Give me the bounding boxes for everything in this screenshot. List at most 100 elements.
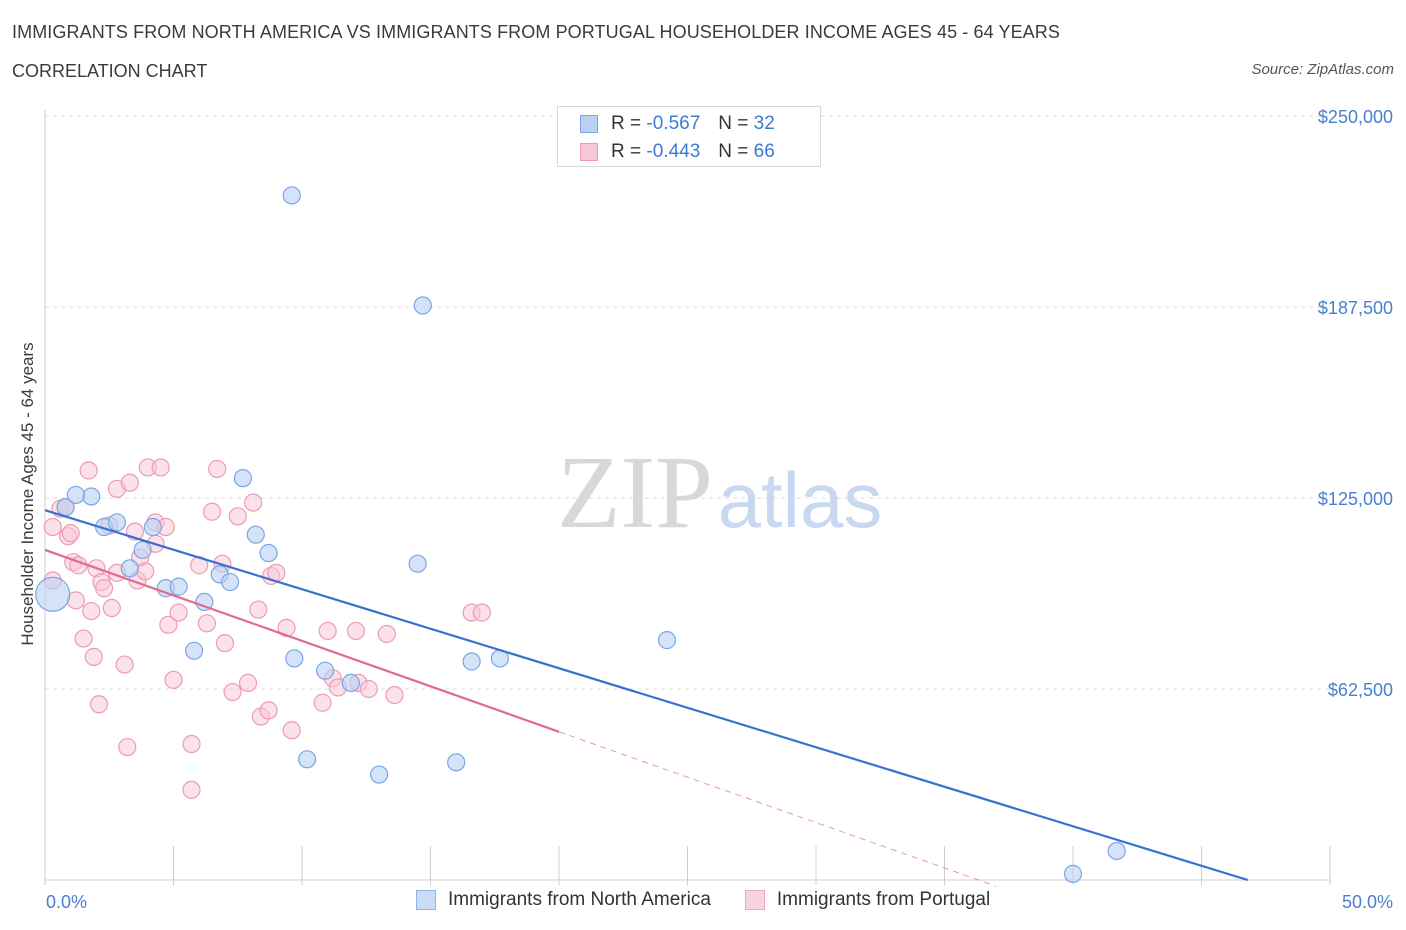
data-point-north-america	[120, 559, 139, 578]
data-point-north-america	[143, 517, 163, 537]
trend-line-portugal	[44, 548, 560, 733]
trend-line-north-america	[44, 509, 1249, 882]
legend-row-north-america: R = -0.567 N = 32	[580, 112, 775, 136]
legend-n-value: 32	[753, 113, 775, 134]
data-point-north-america	[259, 543, 278, 563]
data-point-north-america	[220, 572, 240, 592]
legend-swatch-north-america	[580, 115, 598, 133]
legend-r-label: R =	[611, 113, 642, 134]
series-north-america-points	[35, 186, 1126, 883]
data-point-north-america	[341, 673, 360, 692]
data-point-portugal	[197, 614, 217, 633]
data-point-portugal	[164, 670, 183, 689]
data-point-north-america	[195, 592, 214, 612]
chart-title: IMMIGRANTS FROM NORTH AMERICA VS IMMIGRA…	[12, 22, 1060, 42]
x-tick-label-min: 0.0%	[46, 892, 87, 912]
legend-swatch-portugal	[580, 143, 598, 161]
y-tick-label: $250,000	[1318, 107, 1393, 127]
data-point-portugal	[159, 615, 178, 634]
data-point-portugal	[215, 634, 234, 653]
data-point-north-america	[370, 765, 389, 784]
legend-n-label: N =	[718, 141, 749, 162]
data-point-portugal	[79, 461, 98, 480]
data-point-portugal	[118, 737, 137, 757]
trend-line-portugal-extension	[558, 731, 997, 887]
legend-item-north-america: Immigrants from North America	[416, 889, 711, 911]
data-point-portugal	[95, 579, 114, 598]
chart-subtitle: CORRELATION CHART	[12, 61, 208, 81]
data-point-portugal	[359, 679, 378, 699]
data-point-north-america	[233, 469, 252, 488]
data-point-portugal	[313, 693, 332, 712]
data-point-portugal	[472, 603, 491, 622]
data-point-portugal	[43, 517, 62, 537]
tick-labels: $62,500 $125,000 $187,500 $250,000 0.0% 50.0%	[46, 107, 1393, 912]
data-point-portugal	[377, 624, 396, 644]
y-tick-label: $62,500	[1328, 680, 1393, 700]
data-point-portugal	[102, 598, 121, 618]
data-point-portugal	[82, 601, 101, 621]
legend-r-label: R =	[611, 141, 642, 162]
data-point-portugal	[318, 621, 337, 641]
data-point-north-america	[408, 554, 427, 573]
data-point-portugal	[282, 721, 301, 740]
grid-lines	[45, 115, 1330, 690]
data-point-portugal	[151, 458, 170, 477]
data-point-portugal	[228, 507, 247, 526]
data-point-portugal	[115, 655, 134, 674]
data-point-north-america	[107, 513, 127, 532]
legend-n-label: N =	[718, 113, 749, 134]
data-point-portugal	[208, 459, 227, 479]
source-label: Source: ZipAtlas.com	[1251, 61, 1394, 78]
data-point-portugal	[244, 493, 263, 512]
legend-swatch-north-america	[416, 890, 436, 910]
correlation-legend: R = -0.567 N = 32 R = -0.443 N = 66	[557, 106, 821, 167]
data-point-portugal	[89, 695, 109, 714]
data-point-north-america	[282, 186, 301, 205]
legend-item-portugal: Immigrants from Portugal	[744, 889, 991, 911]
legend-swatch-portugal	[744, 890, 765, 910]
data-point-north-america	[82, 487, 101, 506]
data-point-north-america	[133, 540, 152, 560]
data-point-north-america	[169, 577, 188, 596]
data-point-portugal	[120, 473, 139, 492]
data-point-north-america	[1107, 841, 1126, 861]
x-tick-label-max: 50.0%	[1342, 892, 1393, 912]
data-point-portugal	[385, 686, 404, 705]
data-point-north-america	[316, 661, 335, 680]
data-point-north-america	[66, 485, 85, 505]
data-point-portugal	[84, 647, 103, 667]
data-point-portugal	[136, 562, 155, 581]
data-point-north-america	[1063, 864, 1083, 883]
legend-r-value: -0.443	[646, 141, 701, 162]
legend-n-value: 66	[753, 141, 775, 162]
trend-lines	[44, 509, 1249, 887]
data-point-portugal	[169, 603, 188, 622]
data-point-portugal	[259, 701, 278, 720]
legend-row-portugal: R = -0.443 N = 66	[580, 140, 775, 164]
data-point-portugal	[182, 780, 201, 799]
legend-label-north-america: Immigrants from North America	[448, 889, 711, 910]
data-point-north-america	[413, 296, 432, 315]
data-point-north-america	[246, 525, 265, 544]
data-point-north-america	[285, 649, 304, 668]
data-point-north-america	[657, 631, 677, 650]
y-tick-label: $125,000	[1318, 489, 1393, 509]
data-point-portugal	[61, 524, 80, 543]
data-point-north-america	[35, 576, 71, 612]
data-point-portugal	[238, 673, 258, 692]
data-point-portugal	[346, 621, 366, 641]
data-point-portugal	[202, 502, 222, 521]
data-point-portugal	[223, 682, 242, 702]
data-point-portugal	[249, 600, 268, 619]
data-point-north-america	[298, 750, 317, 769]
data-point-north-america	[462, 652, 481, 671]
series-legend: Immigrants from North America Immigrants…	[416, 889, 1024, 911]
legend-label-portugal: Immigrants from Portugal	[776, 889, 991, 910]
watermark-atlas: atlas	[718, 456, 883, 544]
data-point-portugal	[182, 734, 201, 754]
legend-r-value: -0.567	[646, 113, 701, 134]
y-tick-label: $187,500	[1318, 298, 1393, 318]
data-point-north-america	[184, 641, 204, 660]
